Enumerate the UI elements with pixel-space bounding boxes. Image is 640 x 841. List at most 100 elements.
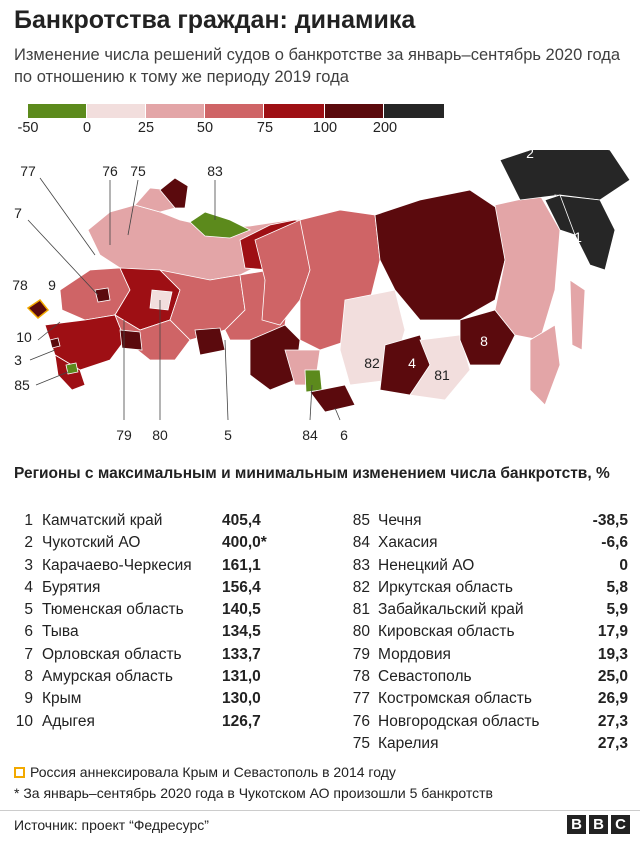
legend-tick: -50 xyxy=(17,120,39,136)
table-row: 4 Бурятия 156,4 xyxy=(0,577,310,599)
row-value: 17,9 xyxy=(597,623,628,641)
region-yakutia xyxy=(374,189,506,321)
row-name: Новгородская область xyxy=(378,712,540,730)
row-rank: 10 xyxy=(15,712,33,730)
row-value: 133,7 xyxy=(222,645,261,663)
table-row: 2 Чукотский АО 400,0* xyxy=(0,532,310,554)
region-magadan xyxy=(544,194,576,236)
row-rank: 81 xyxy=(352,601,370,619)
row-value: 0 xyxy=(619,556,628,574)
logo-letter: B xyxy=(567,815,586,834)
row-name: Кировская область xyxy=(378,623,515,641)
map-label-80: 80 xyxy=(152,427,168,443)
table-row: 84 Хакасия -6,6 xyxy=(336,532,632,554)
row-rank: 79 xyxy=(352,645,370,663)
row-name: Чукотский АО xyxy=(42,534,141,552)
legend-swatch xyxy=(28,104,86,118)
row-rank: 1 xyxy=(24,512,33,529)
map-label-83: 83 xyxy=(207,163,223,179)
row-value: -6,6 xyxy=(601,534,628,552)
row-rank: 6 xyxy=(24,623,33,641)
table-row: 7 Орловская область 133,7 xyxy=(0,644,310,666)
logo-letter: B xyxy=(589,815,608,834)
row-value: 134,5 xyxy=(222,623,261,641)
region-chukotka xyxy=(499,150,631,201)
region-sverdlovsk xyxy=(194,327,226,356)
map-label-78: 78 xyxy=(12,277,28,293)
row-value: 400,0* xyxy=(222,534,267,552)
legend-swatch xyxy=(205,104,263,118)
row-rank: 75 xyxy=(352,734,370,752)
map-svg: 77 76 75 83 7 78 9 10 3 85 79 80 5 84 6 … xyxy=(12,150,631,443)
row-name: Адыгея xyxy=(42,712,95,730)
map-label-7: 7 xyxy=(14,205,22,221)
page-title: Банкротства граждан: динамика xyxy=(14,6,416,34)
row-name: Тюменская область xyxy=(42,601,184,619)
legend-tick: 75 xyxy=(256,120,274,136)
legend-tick: 0 xyxy=(82,120,92,136)
legend-tick: 50 xyxy=(196,120,214,136)
leader-lines xyxy=(27,177,341,421)
row-rank: 77 xyxy=(352,690,370,708)
row-name: Мордовия xyxy=(378,645,451,663)
map-label-6: 6 xyxy=(340,427,348,443)
row-value: 19,3 xyxy=(597,645,628,663)
map-label-3: 3 xyxy=(14,352,22,368)
row-rank: 80 xyxy=(352,623,370,641)
crimea-outline-icon xyxy=(14,767,25,778)
map-label-10: 10 xyxy=(16,329,32,345)
region-chechnya xyxy=(65,362,79,375)
map-label-4: 4 xyxy=(408,355,416,371)
row-name: Хакасия xyxy=(378,534,438,552)
row-value: 5,9 xyxy=(606,601,628,619)
row-rank: 5 xyxy=(24,601,33,619)
legend-tick: 200 xyxy=(372,120,398,136)
row-name: Бурятия xyxy=(42,578,101,596)
legend-tick: 25 xyxy=(137,120,155,136)
row-rank: 7 xyxy=(24,645,33,663)
row-value: -38,5 xyxy=(592,512,628,529)
row-rank: 9 xyxy=(24,690,33,708)
row-rank: 8 xyxy=(24,668,33,686)
row-value: 131,0 xyxy=(222,668,261,686)
row-rank: 78 xyxy=(352,668,370,686)
row-name: Тыва xyxy=(42,623,79,641)
region-sakhalin xyxy=(569,279,586,351)
region-pink-central xyxy=(149,289,173,311)
region-khabarovsk xyxy=(494,194,561,341)
table-row: 75 Карелия 27,3 xyxy=(336,733,632,755)
row-name: Костромская область xyxy=(378,690,532,708)
table-row: 10 Адыгея 126,7 xyxy=(0,711,310,733)
row-value: 5,8 xyxy=(606,578,628,596)
map-label-8: 8 xyxy=(480,333,488,349)
row-value: 26,9 xyxy=(597,690,628,708)
table-row: 6 Тыва 134,5 xyxy=(0,621,310,643)
region-penza xyxy=(119,329,143,351)
row-rank: 3 xyxy=(24,556,33,574)
row-rank: 76 xyxy=(352,712,370,730)
region-adygea xyxy=(49,337,61,349)
table-row: 78 Севастополь 25,0 xyxy=(336,666,632,688)
region-khakassia xyxy=(304,369,323,393)
row-value: 140,5 xyxy=(222,601,261,619)
legend-swatch xyxy=(384,104,444,118)
region-tyva xyxy=(309,384,356,413)
legend-swatch xyxy=(146,104,204,118)
row-name: Карачаево-Черкесия xyxy=(42,556,192,574)
region-orel xyxy=(94,287,111,303)
row-rank: 85 xyxy=(352,512,370,529)
row-value: 27,3 xyxy=(597,734,628,752)
map-label-1: 1 xyxy=(574,229,582,245)
table-row: 80 Кировская область 17,9 xyxy=(336,621,632,643)
region-primorye xyxy=(529,324,561,406)
source-credit: Источник: проект “Федресурс” xyxy=(14,817,209,833)
row-rank: 84 xyxy=(352,534,370,552)
table-row: 9 Крым 130,0 xyxy=(0,688,310,710)
row-value: 161,1 xyxy=(222,556,261,574)
map-label-79: 79 xyxy=(116,427,132,443)
russia-map: 77 76 75 83 7 78 9 10 3 85 79 80 5 84 6 … xyxy=(0,150,640,450)
map-label-2: 2 xyxy=(526,150,534,161)
table-row: 1 Камчатский край 405,4 xyxy=(0,510,310,532)
row-name: Амурская область xyxy=(42,668,173,686)
map-label-84: 84 xyxy=(302,427,318,443)
